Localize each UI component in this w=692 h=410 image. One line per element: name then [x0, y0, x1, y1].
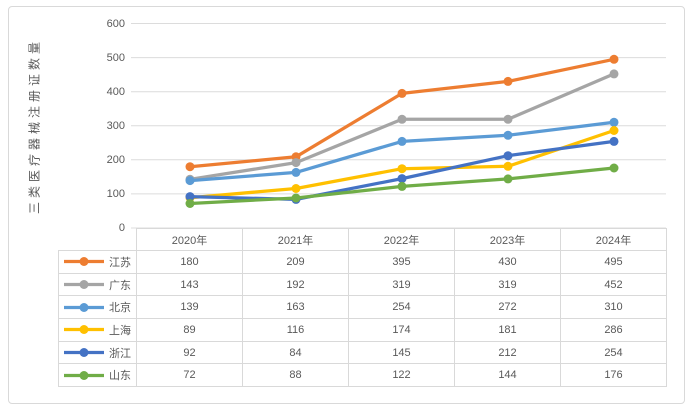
data-point [397, 164, 407, 174]
y-tick-label: 100 [106, 187, 125, 200]
value-cell: 122 [349, 364, 455, 388]
column-header: 2023年 [455, 228, 561, 251]
legend-cell: 上海 [58, 319, 137, 342]
value-cell: 452 [561, 273, 667, 297]
value-cell: 174 [349, 319, 455, 342]
legend-key-icon [64, 348, 104, 358]
value-cell: 395 [349, 251, 455, 274]
value-cell: 286 [561, 319, 667, 342]
value-cell: 209 [243, 251, 349, 274]
legend-key-icon [64, 302, 104, 312]
value-cell: 319 [349, 273, 455, 297]
data-point [397, 136, 407, 146]
data-point [503, 151, 513, 161]
data-point [291, 193, 301, 203]
data-point [609, 126, 619, 135]
data-point [397, 88, 407, 98]
column-header: 2024年 [561, 228, 667, 251]
data-point [185, 176, 195, 186]
data-point [503, 174, 513, 184]
y-tick-label: 200 [106, 153, 125, 166]
data-point [291, 184, 301, 193]
series-name: 山东 [109, 370, 131, 383]
data-point [503, 161, 513, 171]
data-point [503, 114, 513, 124]
value-cell: 139 [137, 296, 243, 320]
data-point [609, 163, 619, 173]
legend-cell: 北京 [58, 296, 137, 320]
value-cell: 272 [455, 296, 561, 320]
legend-key-icon [64, 257, 104, 267]
data-table: 2020年 2021年 2022年 2023年 2024年江苏 180 209 395 430 4… [58, 228, 667, 388]
y-tick-label: 400 [106, 85, 125, 98]
value-cell: 143 [137, 273, 243, 297]
data-point [609, 136, 619, 146]
y-tick-label: 500 [106, 51, 125, 64]
data-point [397, 174, 407, 184]
value-cell: 181 [455, 319, 561, 342]
y-tick-label: 0 [118, 222, 125, 234]
column-header: 2022年 [349, 228, 455, 251]
value-cell: 116 [243, 319, 349, 342]
value-cell: 254 [561, 341, 667, 365]
value-cell: 430 [455, 251, 561, 274]
data-point [503, 130, 513, 140]
data-point [503, 76, 513, 86]
column-header: 2020年 [137, 228, 243, 251]
table-corner-cell [58, 228, 137, 251]
value-cell: 163 [243, 296, 349, 320]
value-cell: 72 [137, 364, 243, 388]
y-tick-label: 600 [106, 17, 125, 30]
value-cell: 176 [561, 364, 667, 388]
y-tick-label: 300 [106, 119, 125, 132]
data-point [609, 117, 619, 127]
value-cell: 144 [455, 364, 561, 388]
y-axis-title: 三类医疗器械注册证数量 [27, 37, 42, 215]
data-point [397, 114, 407, 124]
column-header: 2021年 [243, 228, 349, 251]
legend-key-icon [64, 370, 104, 380]
value-cell: 145 [349, 341, 455, 365]
series-name: 江苏 [109, 256, 131, 269]
legend-cell: 广东 [58, 273, 137, 297]
value-cell: 212 [455, 341, 561, 365]
value-cell: 92 [137, 341, 243, 365]
value-cell: 88 [243, 364, 349, 388]
series-name: 上海 [109, 324, 131, 337]
value-cell: 254 [349, 296, 455, 320]
series-name: 北京 [109, 302, 131, 315]
series-name: 广东 [109, 279, 131, 292]
legend-cell: 江苏 [58, 251, 137, 274]
series-name: 浙江 [109, 347, 131, 360]
data-point [185, 192, 195, 202]
value-cell: 89 [137, 319, 243, 342]
value-cell: 310 [561, 296, 667, 320]
legend-key-icon [64, 325, 104, 335]
data-point [291, 167, 301, 177]
data-point [185, 162, 195, 172]
value-cell: 319 [455, 273, 561, 297]
data-point [185, 199, 195, 208]
legend-cell: 浙江 [58, 341, 137, 365]
value-cell: 180 [137, 251, 243, 274]
data-point [609, 54, 619, 64]
value-cell: 495 [561, 251, 667, 274]
data-point [397, 181, 407, 191]
legend-key-icon [64, 280, 104, 290]
value-cell: 192 [243, 273, 349, 297]
value-cell: 84 [243, 341, 349, 365]
legend-cell: 山东 [58, 364, 137, 388]
data-point [609, 69, 619, 79]
data-point [291, 158, 301, 168]
